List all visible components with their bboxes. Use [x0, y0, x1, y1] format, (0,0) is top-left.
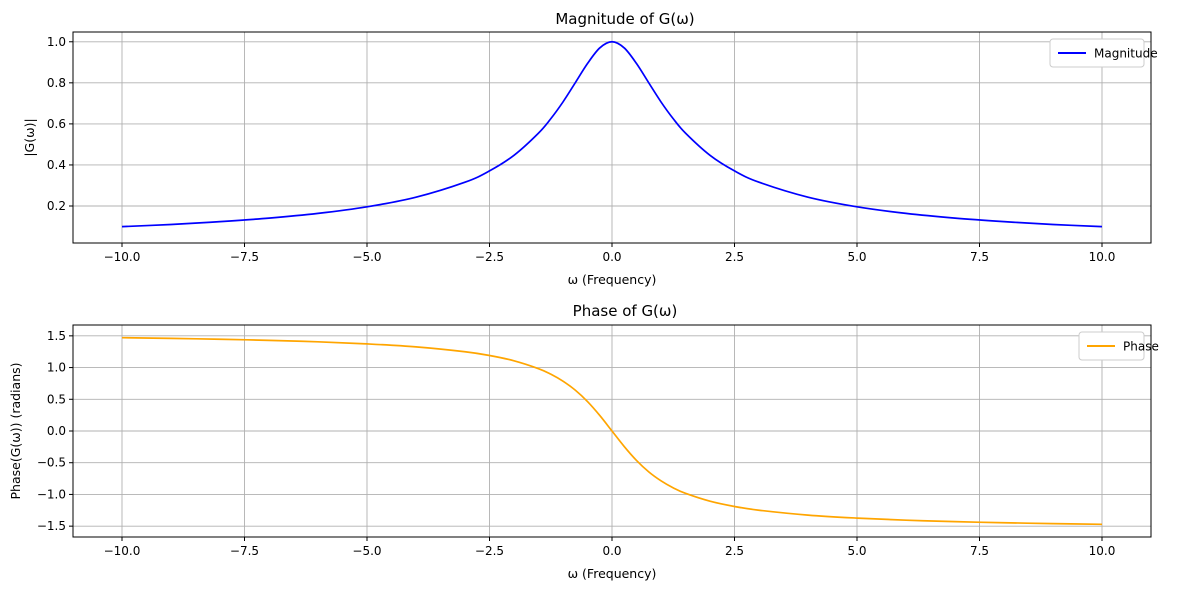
magnitude-x-tick-label: 0.0 [602, 250, 621, 264]
magnitude-x-tick-label: 7.5 [970, 250, 989, 264]
phase-y-tick-label: −1.5 [37, 519, 66, 533]
magnitude-y-tick-label: 1.0 [47, 35, 66, 49]
magnitude-legend-label: Magnitude [1094, 47, 1158, 61]
magnitude-y-tick-label: 0.2 [47, 199, 66, 213]
phase-series-line [121, 336, 1103, 526]
phase-x-tick-label: −10.0 [104, 544, 141, 558]
phase-y-tick-label: −0.5 [37, 456, 66, 470]
magnitude-panel: Magnitude of G(ω) −10.0 −7.5 −5.0 −2.5 0.0 2.… [22, 10, 1158, 287]
magnitude-y-tick-label: 0.8 [47, 76, 66, 90]
magnitude-y-tick-label: 0.6 [47, 117, 66, 131]
magnitude-x-tick-label: 10.0 [1089, 250, 1116, 264]
magnitude-legend: Magnitude [1049, 38, 1158, 68]
magnitude-x-tick-label: −10.0 [104, 250, 141, 264]
magnitude-x-tick-label: −5.0 [352, 250, 381, 264]
magnitude-x-tick-label: 5.0 [847, 250, 866, 264]
phase-x-tick-label: 10.0 [1089, 544, 1116, 558]
phase-y-tick-label: 1.5 [47, 329, 66, 343]
magnitude-title: Magnitude of G(ω) [555, 10, 694, 28]
phase-y-tick-label: 0.0 [47, 424, 66, 438]
phase-x-tick-label: −7.5 [230, 544, 259, 558]
phase-panel: Phase of G(ω) −10.0 −7.5 −5.0 −2.5 0.0 2.5 5.0… [8, 302, 1159, 581]
phase-x-tick-label: 2.5 [725, 544, 744, 558]
magnitude-legend-box [1049, 38, 1145, 68]
phase-x-tick-label: −5.0 [352, 544, 381, 558]
magnitude-x-tick-label: −7.5 [230, 250, 259, 264]
magnitude-x-tick-label: −2.5 [475, 250, 504, 264]
phase-y-tick-label: −1.0 [37, 487, 66, 501]
phase-x-tick-label: −2.5 [475, 544, 504, 558]
phase-legend: Phase [1078, 331, 1159, 361]
phase-title: Phase of G(ω) [573, 302, 678, 320]
phase-y-tick-label: 1.0 [47, 361, 66, 375]
phase-x-tick-label: 0.0 [602, 544, 621, 558]
magnitude-y-tick-label: 0.4 [47, 158, 66, 172]
magnitude-x-axis-label: ω (Frequency) [568, 272, 657, 287]
phase-y-tick-label: 0.5 [47, 392, 66, 406]
magnitude-y-axis-label: |G(ω)| [22, 118, 37, 156]
phase-legend-label: Phase [1123, 340, 1159, 354]
phase-y-axis-label: Phase(G(ω)) (radians) [8, 362, 23, 499]
phase-x-axis-label: ω (Frequency) [568, 566, 657, 581]
magnitude-x-tick-label: 2.5 [725, 250, 744, 264]
phase-x-tick-label: 5.0 [847, 544, 866, 558]
phase-x-tick-label: 7.5 [970, 544, 989, 558]
magnitude-series-line [121, 40, 1103, 228]
